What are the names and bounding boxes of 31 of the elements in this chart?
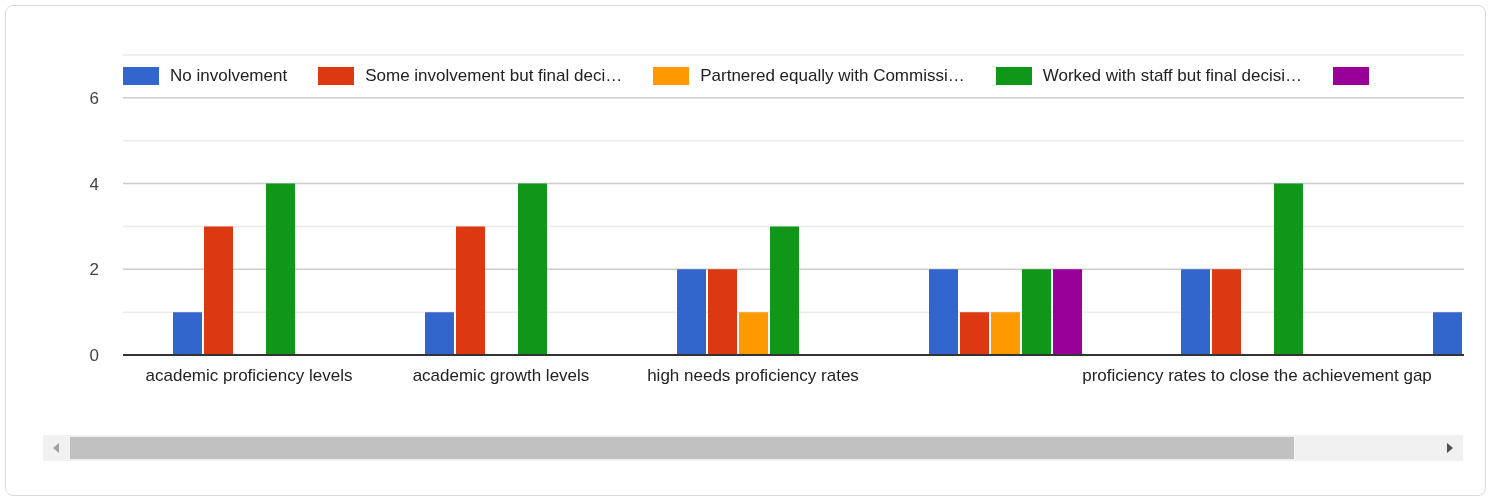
bar [1181, 269, 1210, 355]
y-tick-label: 6 [89, 88, 99, 108]
x-tick-label: academic proficiency levels [145, 366, 353, 386]
x-tick-label: academic growth levels [412, 366, 590, 386]
bar [1433, 312, 1462, 355]
bar [739, 312, 768, 355]
legend-label: No involvement [170, 66, 288, 86]
bar [425, 312, 454, 355]
legend-label: Partnered equally with Commissi… [700, 66, 965, 86]
y-tick-label: 0 [89, 346, 99, 366]
bar [173, 312, 202, 355]
x-tick-label: proficiency rates to close the achievement gap [1082, 366, 1432, 386]
bar [518, 183, 547, 355]
bar [960, 312, 989, 355]
bar [708, 269, 737, 355]
x-tick-label: high needs proficiency rates [647, 366, 859, 386]
bar [1022, 269, 1051, 355]
y-tick-label: 2 [89, 260, 99, 280]
bar [770, 226, 799, 355]
bar [266, 183, 295, 355]
bar [677, 269, 706, 355]
bar [1212, 269, 1241, 355]
y-tick-label: 4 [89, 174, 99, 194]
bar [456, 226, 485, 355]
bar [991, 312, 1020, 355]
bar [929, 269, 958, 355]
legend-label: Some involvement but final deci… [365, 66, 623, 86]
bar [1053, 269, 1082, 355]
bar [1274, 183, 1303, 355]
legend-label: Worked with staff but final decisi… [1042, 66, 1302, 86]
bar [204, 226, 233, 355]
